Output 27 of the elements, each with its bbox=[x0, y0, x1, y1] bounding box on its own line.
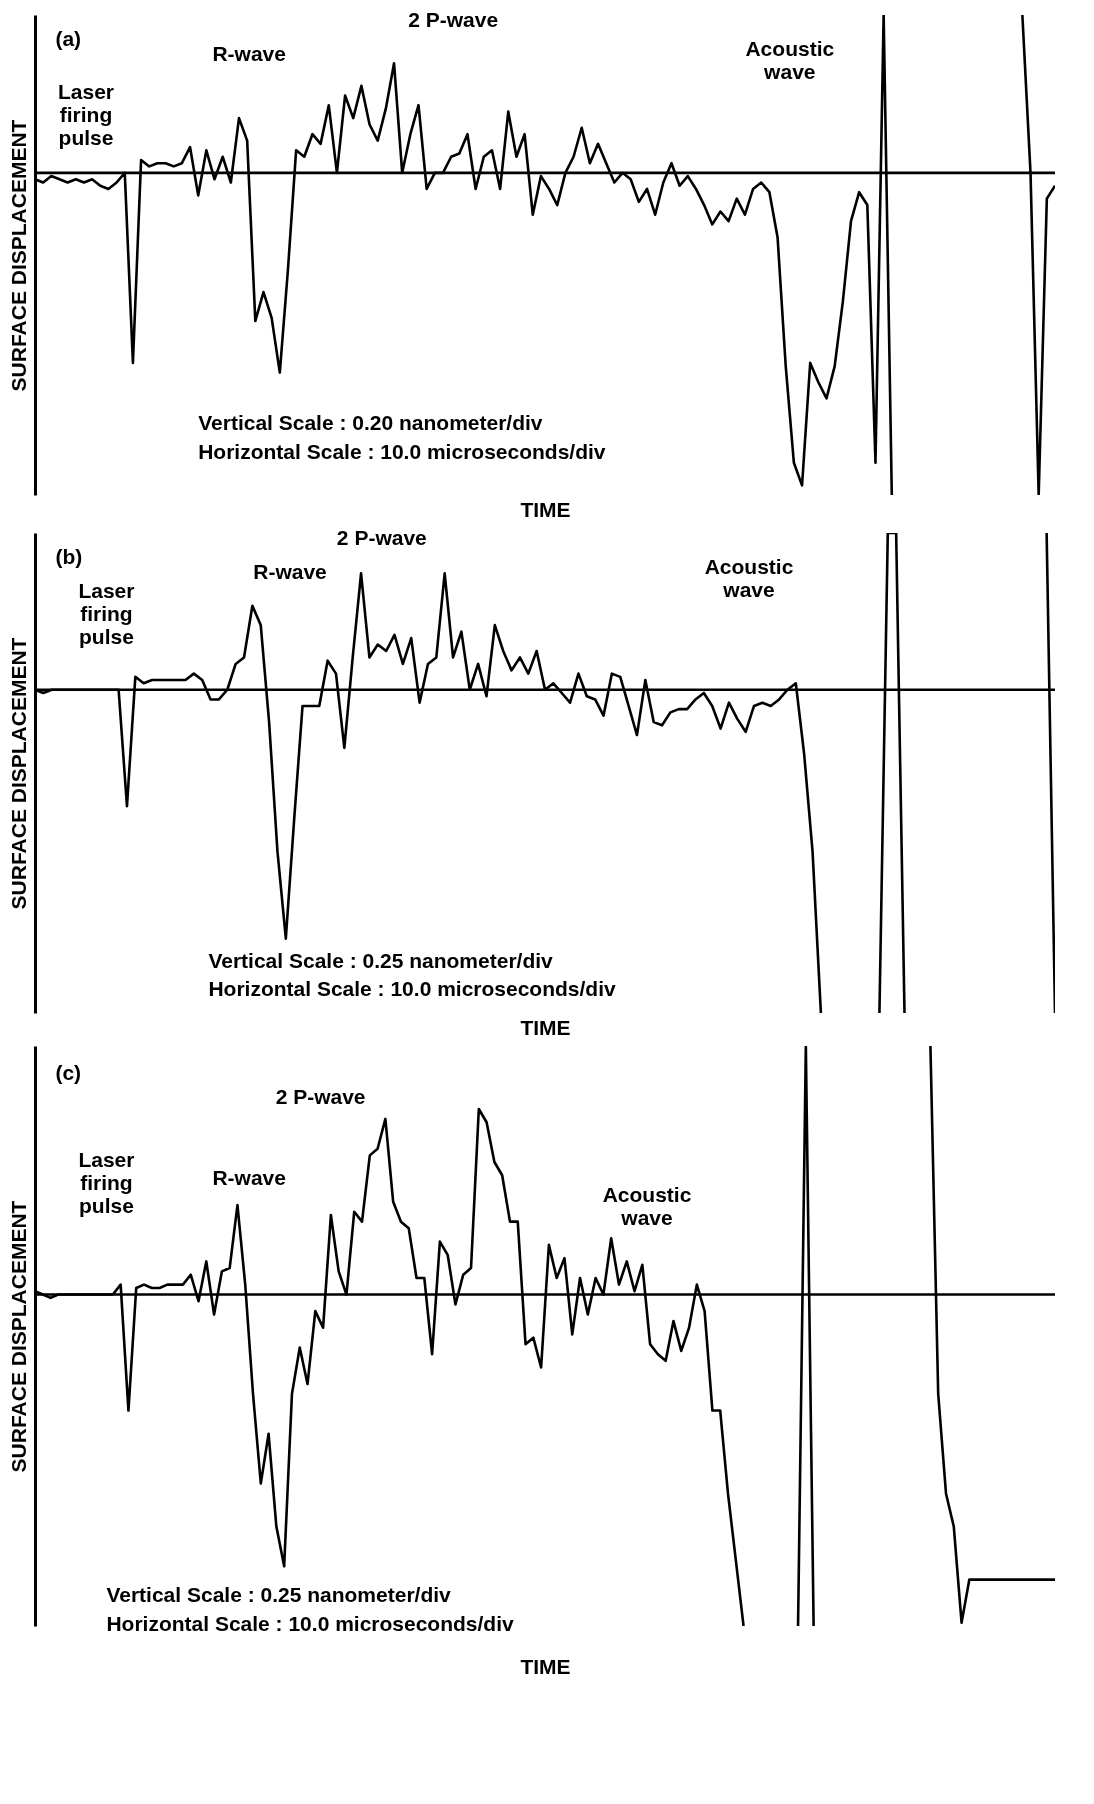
annotation: R-wave bbox=[212, 1165, 286, 1189]
annotation: 2 P-wave bbox=[408, 8, 499, 32]
annotation: Acoustic wave bbox=[745, 37, 835, 83]
annotation: (a) bbox=[55, 27, 82, 51]
annotation: Acoustic wave bbox=[602, 1183, 692, 1230]
annotation: 2 P-wave bbox=[336, 526, 427, 550]
annotation: 2 P-wave bbox=[275, 1084, 366, 1108]
y-axis-title: SURFACE DISPLACEMENT bbox=[6, 1200, 30, 1473]
y-axis-title: SURFACE DISPLACEMENT bbox=[6, 119, 30, 392]
annotation: Acoustic wave bbox=[704, 555, 794, 601]
annotation: Vertical Scale : 0.25 nanometer/div bbox=[106, 1583, 452, 1607]
x-axis-title: TIME bbox=[520, 497, 571, 521]
annotation: Laser firing pulse bbox=[57, 80, 115, 150]
annotation: Vertical Scale : 0.25 nanometer/div bbox=[208, 948, 554, 972]
annotation: Laser firing pulse bbox=[78, 579, 135, 648]
x-axis-title: TIME bbox=[520, 1654, 571, 1678]
annotation: Vertical Scale : 0.20 nanometer/div bbox=[198, 411, 543, 435]
y-axis-title: SURFACE DISPLACEMENT bbox=[6, 637, 30, 910]
annotation: Horizontal Scale : 10.0 microseconds/div bbox=[106, 1612, 515, 1636]
annotation: Horizontal Scale : 10.0 microseconds/div bbox=[198, 440, 606, 464]
annotation: Horizontal Scale : 10.0 microseconds/div bbox=[208, 977, 617, 1001]
annotation: (b) bbox=[55, 545, 83, 569]
annotation: R-wave bbox=[253, 559, 327, 583]
annotation: (c) bbox=[55, 1061, 82, 1085]
x-axis-title: TIME bbox=[520, 1015, 571, 1039]
annotation: R-wave bbox=[212, 41, 286, 65]
annotation: Laser firing pulse bbox=[78, 1148, 135, 1218]
